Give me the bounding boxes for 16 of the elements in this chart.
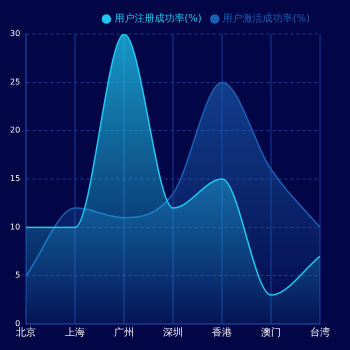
x-tick-label: 香港	[212, 326, 232, 339]
x-tick-label: 北京	[16, 326, 36, 339]
y-tick-label: 0	[15, 319, 20, 328]
y-tick-label: 10	[10, 222, 20, 232]
legend-label: 用户激活成功率(%)	[222, 12, 310, 25]
x-tick-label: 上海	[65, 326, 86, 339]
x-tick-label: 澳门	[261, 326, 282, 339]
x-tick-label: 广州	[114, 326, 134, 339]
y-tick-label: 20	[10, 126, 20, 135]
x-tick-label: 台湾	[310, 326, 330, 339]
legend-label: 用户注册成功率(%)	[114, 12, 202, 25]
x-tick-label: 深圳	[163, 326, 184, 339]
y-tick-label: 30	[10, 29, 20, 38]
y-tick-label: 5	[15, 270, 20, 280]
y-tick-label: 15	[10, 174, 20, 184]
y-tick-label: 25	[10, 77, 20, 86]
